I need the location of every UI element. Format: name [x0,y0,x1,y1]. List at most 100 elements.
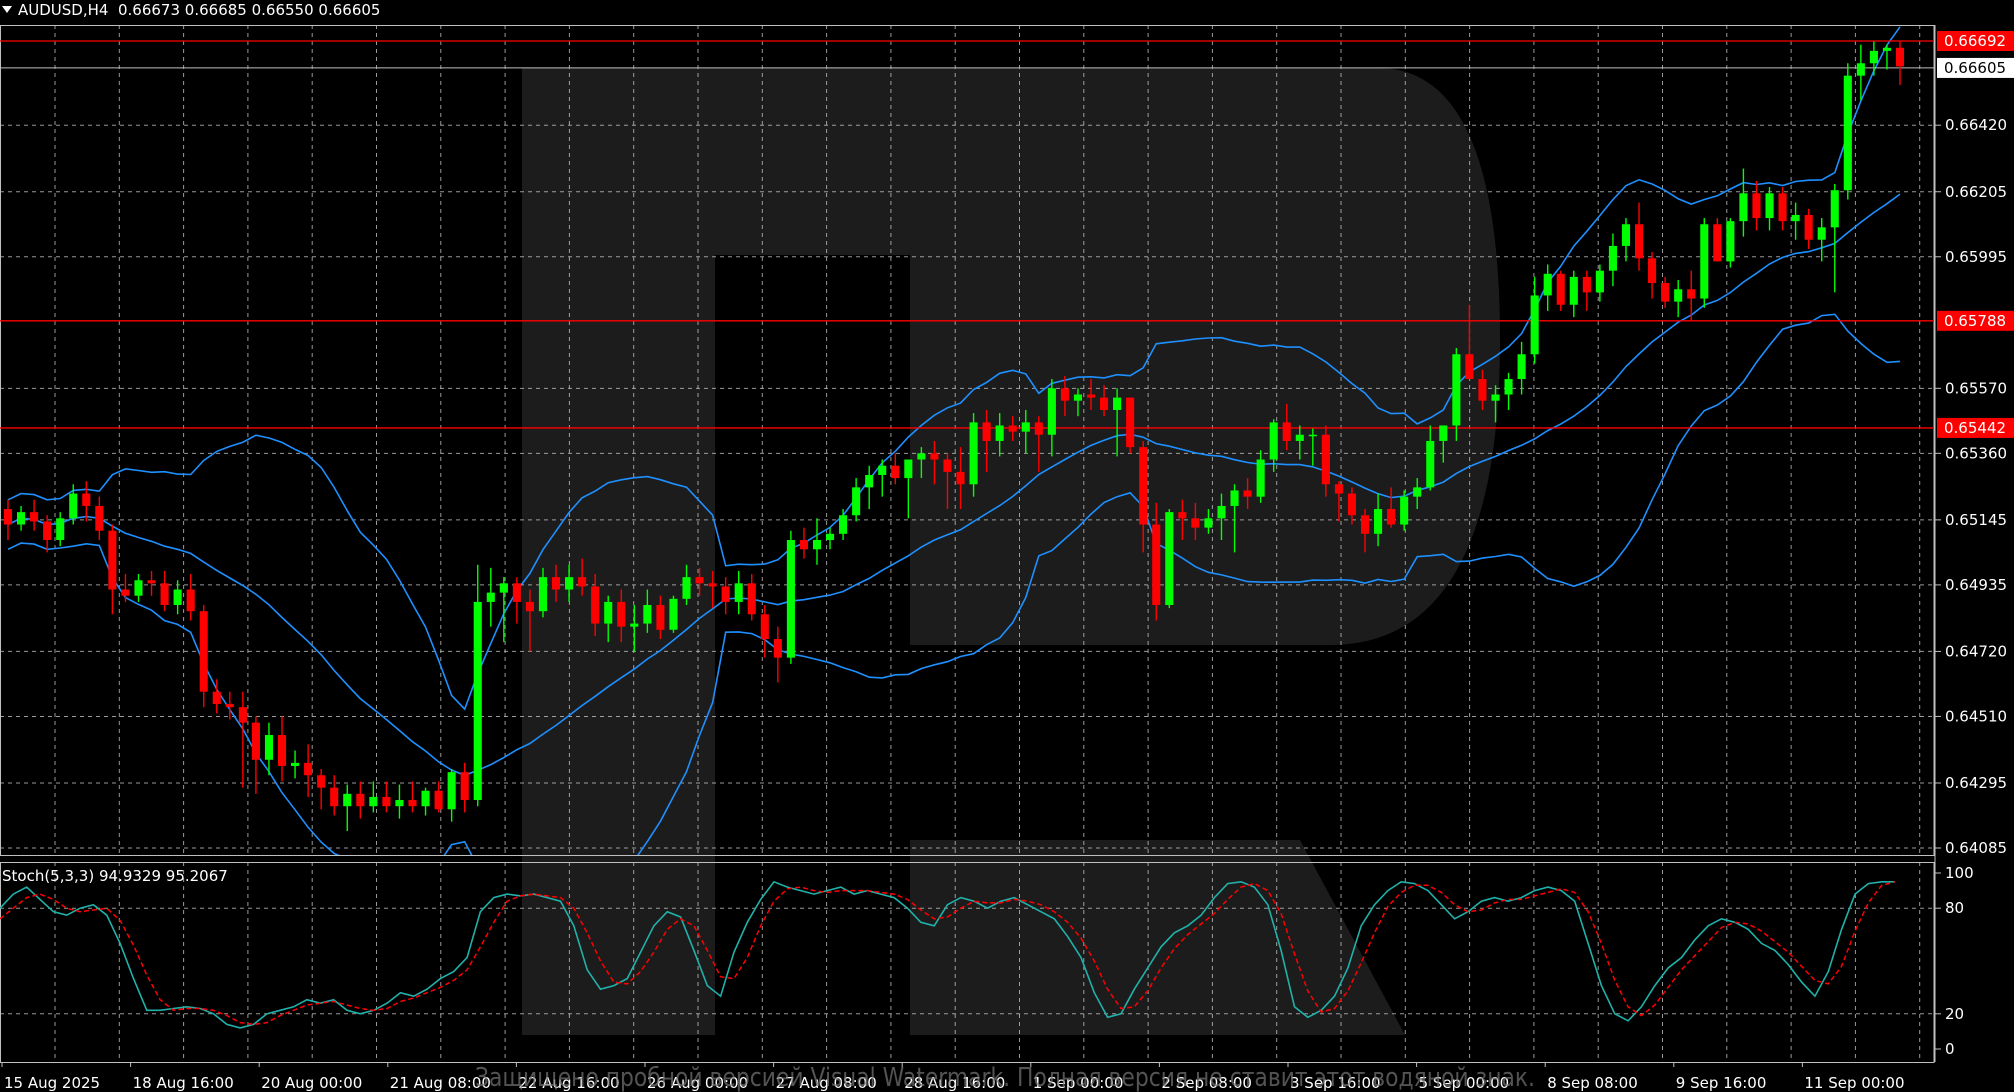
candle-body [1856,63,1865,76]
candle-body [1648,258,1657,284]
candle-body [95,505,104,531]
candle-body [734,583,743,602]
price-axis-label: 0.64935 [1945,576,2007,594]
close-value: 0.66605 [318,1,381,19]
level-price-label: 0.65442 [1944,419,2006,437]
candle-body [1791,214,1800,222]
candle-body [1739,193,1748,222]
time-axis-label: 18 Aug 16:00 [133,1074,234,1092]
candle-body [486,592,495,602]
candle-body [1595,270,1604,293]
candle-body [356,793,365,807]
candle-body [43,521,52,540]
level-price-label: 0.65788 [1944,312,2006,330]
price-axis-label: 0.64085 [1945,839,2007,857]
watermark-text: Защищено пробной версией Visual Watermar… [475,1063,1535,1092]
candle-body [82,493,91,506]
candle-body [1060,388,1069,401]
stoch-signal-line [0,881,1896,1026]
low-value: 0.66550 [251,1,314,19]
time-axis-label: 9 Sep 16:00 [1676,1074,1767,1092]
candle-body [617,601,626,627]
candle-body [1817,227,1826,240]
candle-body [551,577,561,590]
candle-body [1426,440,1435,488]
candle-body [160,583,169,606]
time-axis-label: 5 Sep 00:00 [1419,1074,1510,1092]
candle-body [1608,245,1617,271]
candle-body [591,586,600,624]
candle-body [199,611,208,692]
candle-body [304,762,313,776]
price-axis-label: 0.65570 [1945,379,2007,397]
candle-body [773,639,782,658]
candle-body [1491,394,1500,401]
candle-body [30,512,39,522]
time-axis-label: 8 Sep 08:00 [1547,1074,1638,1092]
candle-body [565,577,574,590]
candle-body [695,577,704,584]
candle-body [186,589,195,612]
candle-body [1843,75,1852,191]
stoch-axis-label: 100 [1945,864,1974,882]
time-axis-label: 28 Aug 16:00 [904,1074,1005,1092]
symbol-label: AUDUSD,H4 [18,1,109,19]
candle-body [917,453,926,460]
candle-body [1034,422,1043,435]
stoch-axis-label: 0 [1945,1040,1955,1058]
candle-body [460,772,469,801]
candle-body [1243,490,1252,497]
stoch-axis-label: 20 [1945,1005,1964,1023]
candle-body [760,614,769,640]
candle-body [1282,422,1291,441]
candle-body [1413,487,1422,497]
candle-body [1882,47,1891,51]
stochastic-label: Stoch(5,3,3) 94.9329 95.2067 [2,867,228,885]
candle-body [1478,379,1487,401]
candle-body [134,580,143,596]
time-axis-label: 2 Sep 08:00 [1161,1074,1252,1092]
level-price-tag [1937,417,2014,438]
price-axis-label: 0.65360 [1945,444,2007,462]
candle-body [1334,484,1343,494]
bb-upper-line [7,26,1901,711]
candle-body [1165,512,1174,606]
candle-body [173,589,182,606]
candle-body [1687,289,1696,299]
symbol-header: AUDUSD,H4 0.66673 0.66685 0.66550 0.6660… [2,0,380,20]
candle-body [1400,496,1409,525]
candle-body [1217,505,1226,519]
bb-lower-line [7,313,1901,855]
candle-body [1178,512,1187,519]
candle-body [369,796,378,807]
candle-body [956,471,965,485]
price-axis-label: 0.66205 [1945,183,2007,201]
candle-body [1086,394,1096,398]
candle-body [382,796,391,807]
candle-body [865,474,874,488]
candle-body [1674,289,1683,302]
candle-body [1113,397,1122,410]
candle-body [238,707,247,723]
price-axis-label: 0.65145 [1945,511,2007,529]
time-axis-label: 15 Aug 2025 [4,1074,100,1092]
candle-body [604,601,613,624]
candle-body [1308,434,1317,437]
candle-body [578,577,587,587]
candle-body [343,793,352,807]
current-price-tag [1937,57,2014,78]
candle-body [1556,273,1565,305]
price-axis-label: 0.65995 [1945,248,2007,266]
time-axis-label: 1 Sep 00:00 [1033,1074,1124,1092]
candle-body [982,422,991,441]
current-price-label: 0.66605 [1944,59,2006,77]
candle-body [878,465,887,475]
candle-body [434,790,443,810]
candle-body [1634,224,1644,259]
candle-body [525,601,534,612]
dropdown-triangle-icon[interactable] [2,6,12,13]
candle-body [930,453,939,460]
time-axis-label: 26 Aug 00:00 [647,1074,748,1092]
